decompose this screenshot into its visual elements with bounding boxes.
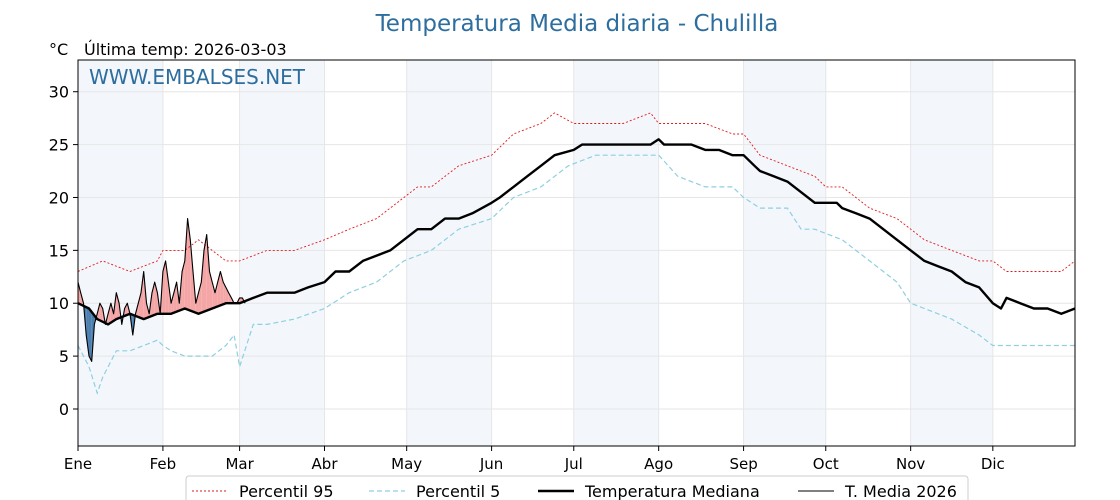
plot-frame [77,59,1076,447]
series-line-percentil-5 [77,154,1075,396]
anomaly-above-fill [228,292,232,304]
series-lines [77,112,1076,396]
x-tick-label: Mar [225,455,254,473]
y-tick-label: 25 [49,136,69,155]
last-temp-label: Última temp: 2026-03-03 [84,40,287,59]
legend-entry-label: Percentil 95 [239,482,334,500]
anomaly-above-fill [162,260,166,314]
anomaly-above-fill [165,260,169,314]
legend: Percentil 95 Percentil 5 Temperatura Media… [185,475,969,500]
series-line-t-media-2026 [77,218,246,362]
x-tick-label: Sep [729,455,757,473]
legend-entry-label: T. Media 2026 [844,482,957,500]
anomaly-above-fill [206,234,210,311]
anomaly-above-fill [78,282,81,305]
y-tick-label: 30 [49,83,69,102]
legend-entry-label: Temperatura Mediana [584,482,760,500]
x-tick-label: Dic [981,455,1005,473]
anomaly-above-fill [173,282,177,313]
anomaly-above-fill [195,292,199,314]
y-tick-label: 10 [49,294,69,313]
x-tick-label: Jun [479,455,503,473]
x-tick-label: Ene [64,455,92,473]
month-band [239,60,325,446]
anomaly-above-fill [201,250,204,313]
anomaly-above-fill [108,303,111,325]
chart-title: Temperatura Media diaria - Chulilla [375,11,779,37]
y-axis: 0 5 10 15 20 25 30 [49,83,78,419]
anomaly-above-fill [187,218,191,311]
month-band [573,60,659,446]
x-tick-label: Oct [813,455,839,473]
anomaly-above-fill [212,282,215,309]
x-tick-label: Feb [150,455,177,473]
anomaly-above-fill [214,282,218,308]
y-tick-label: 15 [49,241,69,260]
legend-entry-label: Percentil 5 [416,482,500,500]
y-tick-label: 20 [49,188,69,207]
month-band [406,60,492,446]
anomaly-above-fill [190,239,194,312]
x-tick-label: May [391,455,422,473]
anomaly-above-fill [182,260,185,310]
anomaly-above-fill [124,303,128,316]
series-line-temperatura-mediana [77,138,1076,326]
x-tick-label: Jul [564,455,583,473]
y-tick-label: 5 [59,347,69,366]
x-tick-label: Abr [312,455,339,473]
series-line-percentil-95 [77,112,1076,272]
y-tick-label: 0 [59,400,69,419]
anomaly-above-fill [110,303,114,323]
anomaly-above-fill [203,234,207,312]
x-tick-label: Nov [896,455,925,473]
month-band [743,60,826,446]
month-band [78,60,163,446]
anomaly-above-fill [140,271,144,320]
y-unit-label: °C [49,40,68,59]
anomaly-above-fill [116,292,120,320]
x-axis: Ene Feb Mar Abr May Jun Jul Ago Sep Oct Nov Dic [64,446,1005,473]
anomaly-above-fill [184,218,188,310]
anomaly-above-fill [223,282,226,305]
month-bands [78,60,993,446]
month-band [910,60,993,446]
x-tick-label: Ago [644,455,673,473]
watermark: WWW.EMBALSES.NET [89,65,306,89]
legend-box [185,475,969,500]
anomaly-below-fill [88,308,92,362]
anomaly-above-fill [138,292,141,319]
anomaly-below-fill [86,307,89,357]
anomaly-above-fill [171,292,174,314]
